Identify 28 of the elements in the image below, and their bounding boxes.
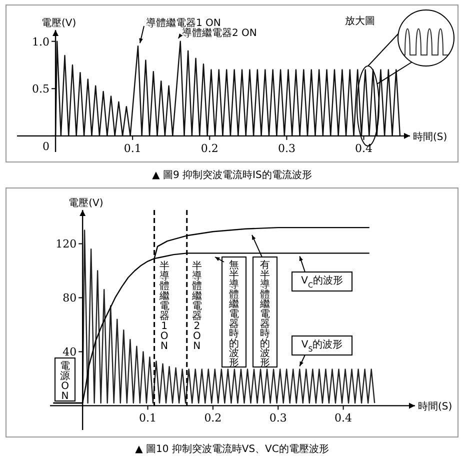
- y-tick-label: 120: [56, 238, 77, 251]
- y-tick-label: 80: [62, 292, 77, 305]
- y-axis-title: 電壓(V): [68, 197, 104, 209]
- annotation: 導體繼電器2 ON: [182, 27, 257, 39]
- x-tick-label: 0.4: [334, 412, 352, 425]
- text: ▲ 圖10 抑制突波電流時VS、VC的電壓波形: [135, 443, 329, 455]
- y-tick-label: 40: [62, 346, 77, 359]
- y-axis-title: 電壓(V): [42, 17, 76, 29]
- x-tick-label: 0.4: [355, 142, 373, 155]
- x-tick-label: 0.3: [269, 412, 287, 425]
- x-tick-label: 0.1: [124, 142, 142, 155]
- x-axis-title: 時間(S): [413, 130, 448, 143]
- x-axis-title: 時間(S): [418, 400, 452, 413]
- annotation: 導體繼電器1 ON: [146, 17, 221, 29]
- annotation: V$_{S}$的波形: [301, 338, 343, 354]
- y-tick-label: 1.0: [32, 35, 50, 48]
- x-tick-label: 0.3: [278, 142, 296, 155]
- x-tick-label: 0.2: [204, 412, 222, 425]
- x-tick-label: 0.2: [200, 142, 218, 155]
- text: ▲ 圖9 抑制突波電流時IS的電流波形: [152, 169, 312, 181]
- text: 半導體繼電器2ON: [192, 261, 202, 352]
- text: 半導體繼電器1ON: [159, 261, 170, 352]
- x-tick-label: 0.1: [139, 412, 157, 425]
- annotation: V$_{C}$的波形: [301, 274, 343, 290]
- text: 放大圖: [345, 15, 375, 27]
- annotation: 電源ON: [60, 361, 70, 402]
- y-tick-label: 0: [42, 140, 50, 153]
- y-tick-label: 0.5: [32, 82, 50, 96]
